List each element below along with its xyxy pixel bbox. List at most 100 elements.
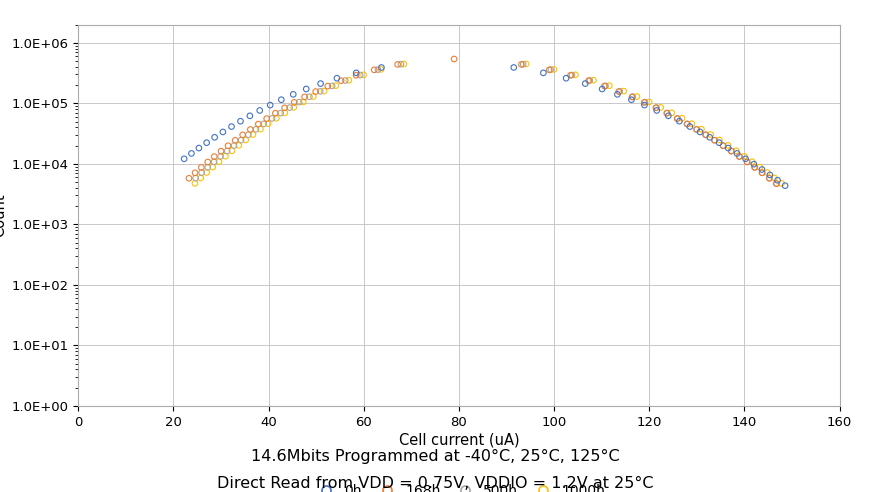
Point: [231, 141, 245, 149]
Point: [507, 63, 521, 71]
Point: [698, 131, 712, 139]
Point: [200, 139, 214, 147]
Point: [390, 61, 404, 68]
Point: [286, 91, 300, 98]
Point: [227, 142, 241, 150]
Point: [192, 144, 206, 152]
Point: [328, 82, 342, 90]
Point: [317, 87, 331, 95]
Point: [712, 136, 726, 144]
Point: [246, 130, 260, 138]
Point: [242, 131, 255, 139]
Point: [612, 88, 626, 95]
Point: [188, 180, 202, 187]
Point: [624, 96, 638, 104]
Point: [680, 120, 693, 128]
Point: [269, 109, 282, 117]
Point: [263, 101, 277, 109]
Point: [515, 60, 529, 68]
Point: [233, 117, 247, 125]
Point: [762, 171, 776, 179]
Point: [243, 125, 257, 133]
Point: [698, 131, 712, 139]
Point: [325, 82, 339, 90]
Point: [228, 136, 242, 144]
Point: [660, 112, 674, 120]
Point: [649, 106, 663, 114]
Point: [637, 98, 651, 106]
Point: [274, 96, 288, 104]
Point: [712, 139, 726, 147]
Point: [702, 133, 716, 141]
Point: [703, 130, 717, 138]
Point: [297, 93, 311, 101]
Point: [274, 109, 288, 117]
Point: [567, 71, 581, 79]
Point: [664, 109, 678, 117]
Point: [611, 88, 625, 95]
Point: [674, 114, 688, 122]
Point: [773, 180, 787, 187]
Point: [761, 174, 775, 182]
Point: [581, 77, 595, 85]
Point: [724, 147, 738, 155]
Point: [660, 109, 673, 117]
Point: [206, 163, 220, 171]
Point: [728, 147, 742, 155]
Point: [601, 82, 615, 90]
Point: [220, 147, 234, 155]
Point: [514, 61, 527, 68]
Point: [637, 98, 651, 106]
Point: [356, 71, 370, 79]
Point: [277, 104, 291, 112]
Point: [342, 76, 355, 84]
Point: [597, 82, 611, 90]
Point: [374, 65, 388, 73]
Point: [265, 115, 279, 123]
Point: [670, 115, 684, 123]
Point: [715, 142, 729, 150]
Point: [218, 153, 232, 160]
Point: [616, 87, 630, 95]
Point: [740, 158, 753, 166]
Point: [720, 141, 734, 149]
Point: [353, 71, 367, 79]
Point: [754, 166, 768, 174]
Point: [610, 91, 624, 98]
Point: [225, 147, 239, 155]
Point: [306, 92, 320, 100]
Point: [720, 144, 734, 152]
Point: [208, 133, 222, 141]
Point: [769, 180, 783, 187]
Point: [738, 155, 752, 163]
Point: [207, 153, 221, 160]
Point: [207, 158, 221, 166]
Point: [598, 82, 612, 90]
Point: [256, 120, 270, 128]
Text: 14.6Mbits Programmed at -40°C, 25°C, 125°C: 14.6Mbits Programmed at -40°C, 25°C, 125…: [250, 449, 619, 464]
Point: [648, 104, 662, 112]
Point: [224, 123, 238, 130]
Point: [737, 153, 751, 160]
Point: [261, 120, 275, 127]
Point: [367, 66, 381, 74]
Point: [594, 85, 608, 93]
Point: [313, 80, 327, 88]
Point: [680, 120, 693, 128]
Point: [745, 158, 759, 166]
Point: [201, 163, 215, 171]
Point: [672, 117, 686, 125]
Point: [578, 80, 592, 88]
Point: [234, 136, 248, 144]
Text: Direct Read from VDD = 0.75V, VDDIO = 1.2V at 25°C: Direct Read from VDD = 0.75V, VDDIO = 1.…: [216, 476, 653, 491]
Point: [724, 147, 738, 155]
Point: [715, 142, 729, 150]
Point: [732, 153, 746, 160]
Point: [238, 136, 252, 144]
Point: [277, 109, 291, 117]
Point: [761, 174, 775, 182]
Point: [629, 92, 643, 100]
Point: [396, 60, 410, 68]
Point: [321, 82, 335, 90]
Point: [752, 163, 766, 171]
